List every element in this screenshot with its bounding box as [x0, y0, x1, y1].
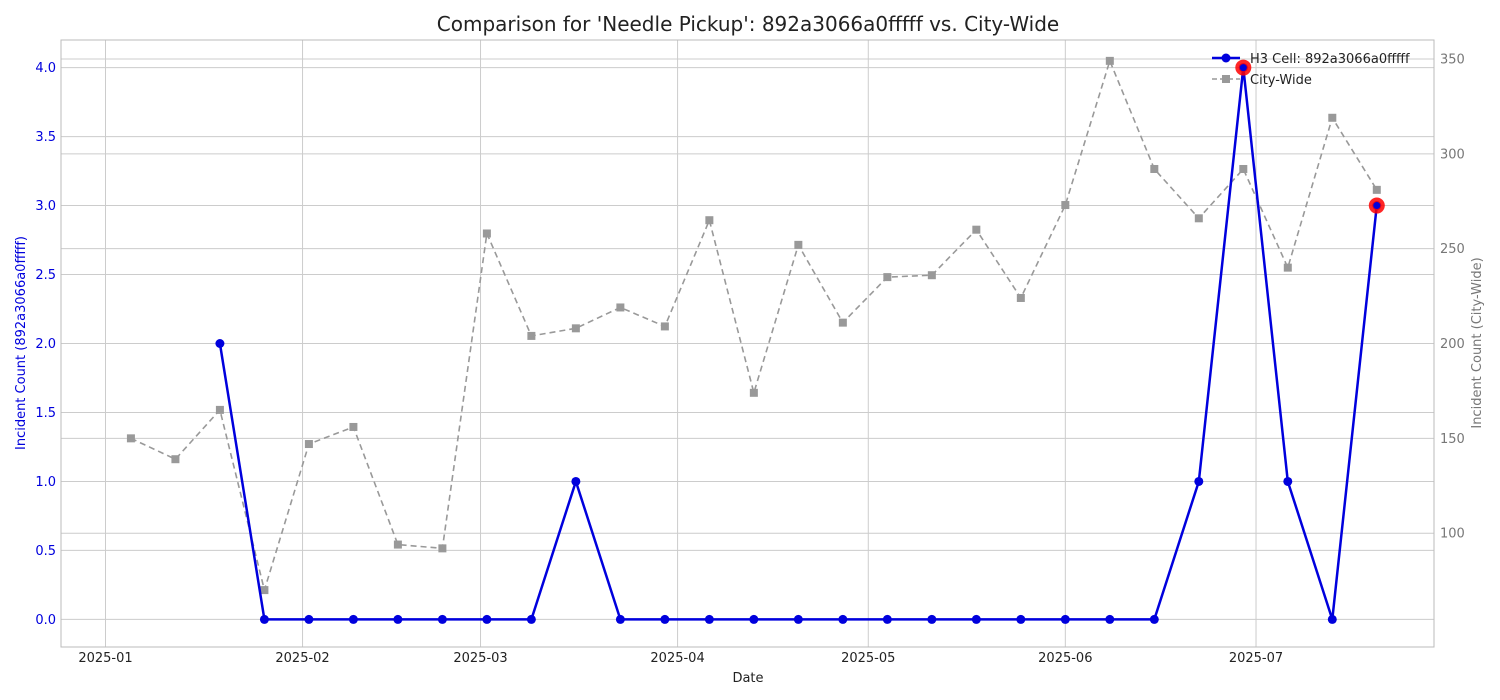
highlight-center-point [1239, 64, 1247, 72]
city-wide-point [883, 273, 892, 282]
x-tick-label: 2025-03 [453, 651, 507, 666]
y-left-tick-label: 3.0 [35, 199, 56, 214]
h3-cell-point [348, 614, 358, 624]
plot-frame [60, 39, 1435, 648]
city-wide-point [1061, 201, 1070, 210]
city-wide-point [927, 271, 936, 280]
y-right-tick-label: 100 [1440, 527, 1465, 542]
y-left-tick-label: 2.0 [35, 337, 56, 352]
x-tick-label: 2025-05 [841, 651, 895, 666]
x-tick-label: 2025-02 [275, 651, 329, 666]
h3-cell-point [1283, 476, 1293, 486]
grid [61, 40, 1434, 647]
h3-cell-point [882, 614, 892, 624]
x-tick-label: 2025-06 [1038, 651, 1092, 666]
h3-cell-point [1105, 614, 1115, 624]
chart-title: Comparison for 'Needle Pickup': 892a3066… [437, 12, 1059, 36]
y-axis-left: 0.0 0.5 1.0 1.5 2.0 2.5 3.0 3.5 4.0 [35, 61, 56, 628]
h3-cell-point [660, 614, 670, 624]
city-wide-point [171, 455, 180, 464]
city-wide-point [438, 544, 447, 553]
x-axis: 2025-01 2025-02 2025-03 2025-04 2025-05 2025-… [78, 651, 1283, 666]
h3-cell-point [749, 614, 759, 624]
y-left-tick-label: 0.0 [35, 613, 56, 628]
y-right-tick-label: 150 [1440, 432, 1465, 447]
h3-cell-point [437, 614, 447, 624]
y-left-tick-label: 3.5 [35, 130, 56, 145]
x-tick-label: 2025-01 [78, 651, 132, 666]
city-wide-point [1372, 185, 1381, 194]
h3-cell-point [1060, 614, 1070, 624]
legend-marker-city [1222, 75, 1230, 83]
y-left-tick-label: 0.5 [35, 544, 56, 559]
h3-cell-point [971, 614, 981, 624]
h3-cell-point [838, 614, 848, 624]
h3-cell-point [571, 476, 581, 486]
city-wide-point [126, 434, 135, 443]
city-wide-point [705, 216, 714, 225]
h3-cell-point [1149, 614, 1159, 624]
city-wide-point [1328, 113, 1337, 122]
h3-cell-point [1194, 476, 1204, 486]
y-left-tick-label: 1.0 [35, 475, 56, 490]
city-wide-point [215, 405, 224, 414]
city-wide-point [794, 240, 803, 249]
y-left-tick-label: 2.5 [35, 268, 56, 283]
h3-cell-point [393, 614, 403, 624]
h3-cell-point [526, 614, 536, 624]
series-line-city-wide [130, 58, 1378, 594]
h3-cell-point [215, 339, 225, 348]
city-wide-point [1016, 293, 1025, 302]
city-wide-point [1105, 56, 1114, 65]
legend-label-h3: H3 Cell: 892a3066a0fffff [1250, 52, 1410, 67]
city-wide-point [1283, 263, 1292, 272]
city-wide-point [527, 331, 536, 340]
h3-cell-point [304, 614, 314, 624]
h3-cell-point [1016, 614, 1026, 624]
x-tick-label: 2025-07 [1229, 651, 1283, 666]
city-wide-point [749, 388, 758, 397]
h3-cell-point [793, 614, 803, 624]
x-tick-label: 2025-04 [650, 651, 704, 666]
h3-cell-point [704, 614, 714, 624]
h3-cell-point [259, 614, 269, 624]
y-right-tick-label: 300 [1440, 147, 1465, 162]
city-wide-point [660, 322, 669, 331]
city-wide-point [393, 540, 402, 549]
city-wide-point [616, 303, 625, 312]
legend: H3 Cell: 892a3066a0fffff City-Wide [1212, 52, 1410, 88]
city-wide-point [1194, 214, 1203, 223]
h3-cell-point [482, 614, 492, 624]
city-wide-point [838, 318, 847, 327]
city-wide-point [571, 324, 580, 333]
series-layer [126, 56, 1385, 624]
x-axis-label: Date [732, 671, 763, 686]
y-right-tick-label: 250 [1440, 242, 1465, 257]
y-left-tick-label: 4.0 [35, 61, 56, 76]
y-axis-left-label: Incident Count (892a3066a0fffff) [14, 236, 29, 450]
legend-label-city: City-Wide [1250, 73, 1312, 88]
y-right-tick-label: 350 [1440, 52, 1465, 67]
y-left-tick-label: 1.5 [35, 406, 56, 421]
city-wide-point [482, 229, 491, 238]
h3-cell-point [1327, 614, 1337, 624]
h3-cell-point [615, 614, 625, 624]
y-right-tick-label: 200 [1440, 337, 1465, 352]
city-wide-point [972, 225, 981, 234]
city-wide-point [349, 422, 358, 431]
city-wide-point [260, 586, 269, 595]
legend-marker-h3 [1221, 53, 1231, 63]
city-wide-point [304, 440, 313, 449]
city-wide-point [1150, 164, 1159, 173]
city-wide-point [1239, 164, 1248, 173]
y-axis-right: 100 150 200 250 300 350 [1440, 52, 1465, 541]
h3-cell-point [927, 614, 937, 624]
y-axis-right-label: Incident Count (City-Wide) [1470, 257, 1485, 428]
highlight-center-point [1373, 202, 1381, 210]
